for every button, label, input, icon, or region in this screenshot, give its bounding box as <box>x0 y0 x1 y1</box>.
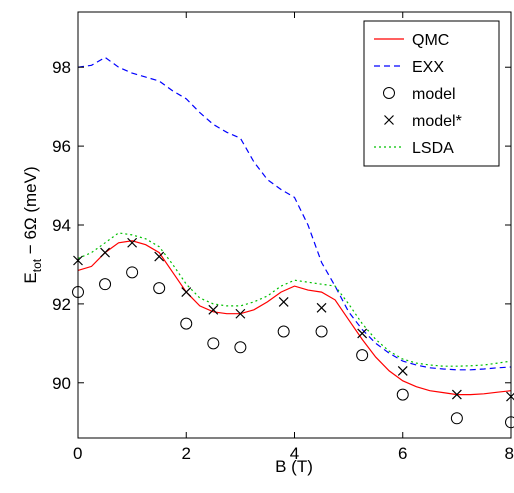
model-point <box>207 337 220 350</box>
legend-marker-model <box>383 87 395 99</box>
model-point <box>450 412 463 425</box>
model-point <box>153 282 166 295</box>
model-star-point <box>316 302 327 313</box>
model-point <box>315 325 328 338</box>
axis-layer: 0 2 4 6 8 90 92 94 96 98 <box>52 12 514 463</box>
y-tick-label: 94 <box>52 216 71 235</box>
lsda-line <box>77 232 512 367</box>
y-axis-label: Etot − 6Ω (meV) <box>21 166 44 283</box>
x-tick-label: 4 <box>290 444 299 463</box>
model-star-point <box>397 366 408 376</box>
exx-line <box>77 56 512 371</box>
y-axis-label-sub: tot <box>30 258 44 272</box>
y-tick-label: 92 <box>52 295 71 314</box>
x-tick-label: 0 <box>73 444 82 463</box>
x-tick-label: 8 <box>505 444 514 463</box>
y-axis-label-rest: − 6Ω (meV) <box>21 166 40 259</box>
model-point <box>356 349 369 362</box>
model-point <box>234 341 247 354</box>
y-tick-label: 90 <box>52 374 71 393</box>
model-star-point <box>100 247 110 258</box>
legend-marker-model-star <box>384 115 394 125</box>
legend-label-model-star: model* <box>412 113 462 130</box>
model-star-point <box>208 304 219 315</box>
model-point <box>126 266 139 279</box>
legend-label-lsda: LSDA <box>412 140 454 157</box>
model-star-point <box>235 308 246 319</box>
legend: QMC EXX model model* LSDA <box>363 20 500 167</box>
model-star-point <box>357 328 368 339</box>
model-point <box>277 325 290 338</box>
model-star-point <box>127 237 138 248</box>
legend-label-qmc: QMC <box>412 32 449 49</box>
legend-box <box>363 20 500 167</box>
legend-label-model: model <box>412 86 456 103</box>
x-tick-label: 2 <box>182 444 191 463</box>
y-axis-label-main: E <box>21 272 40 283</box>
x-axis-label: B (T) <box>275 457 313 476</box>
model-star-point <box>181 287 192 297</box>
model-point <box>396 388 409 401</box>
model-star-point <box>451 389 462 400</box>
x-tick-label: 6 <box>398 444 407 463</box>
model-star-point <box>278 296 289 307</box>
y-tick-label: 98 <box>52 58 71 77</box>
y-tick-label: 96 <box>52 137 71 156</box>
model-star-point <box>154 251 165 262</box>
model-point <box>180 317 193 330</box>
model-point <box>99 278 112 291</box>
qmc-line <box>77 240 512 396</box>
legend-label-exx: EXX <box>412 59 444 76</box>
